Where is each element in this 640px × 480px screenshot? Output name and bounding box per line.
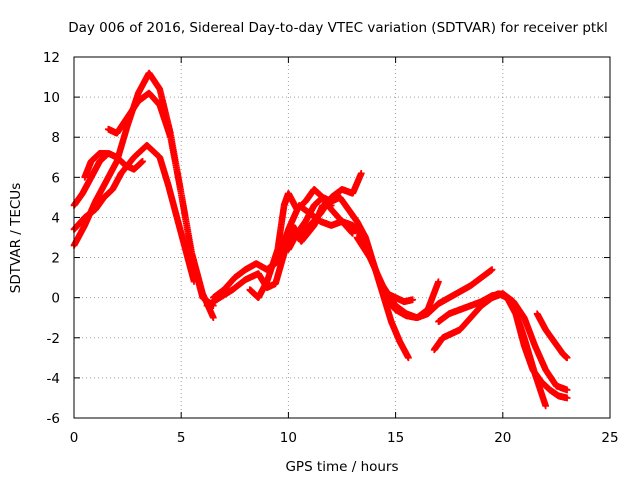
x-axis-label: GPS time / hours xyxy=(285,459,398,475)
data-point xyxy=(357,170,365,177)
y-tick-label: 2 xyxy=(51,251,60,267)
y-tick-label: 8 xyxy=(51,130,60,146)
y-tick-label: -6 xyxy=(47,411,60,427)
y-tick-label: -4 xyxy=(47,371,60,387)
data-point xyxy=(190,278,198,285)
data-point xyxy=(542,402,549,410)
x-tick-label: 25 xyxy=(601,430,618,446)
y-tick-label: 12 xyxy=(43,50,60,66)
y-tick-label: 10 xyxy=(43,90,60,106)
series-satellite-track-h xyxy=(246,186,412,362)
y-tick-label: 0 xyxy=(51,291,60,307)
data-point xyxy=(488,266,496,273)
y-tick-label: 6 xyxy=(51,170,60,186)
x-tick-label: 20 xyxy=(494,430,511,446)
data-point xyxy=(563,394,571,402)
series-satellite-track-l xyxy=(383,290,417,305)
data-point xyxy=(102,149,110,157)
data-points xyxy=(70,69,571,410)
series-satellite-track-p xyxy=(533,310,571,362)
data-point xyxy=(405,354,412,362)
data-point xyxy=(409,296,417,303)
data-point xyxy=(563,354,571,362)
data-point xyxy=(435,278,442,285)
data-point xyxy=(210,314,217,322)
x-tick-label: 5 xyxy=(177,430,186,446)
series-satellite-track-o xyxy=(486,290,571,402)
x-tick-label: 15 xyxy=(387,430,404,446)
series-satellite-track-i xyxy=(297,170,365,241)
plot-frame xyxy=(73,56,611,419)
series-satellite-track-d xyxy=(70,141,198,285)
x-tick-label: 10 xyxy=(280,430,297,446)
series-satellite-track-b xyxy=(105,89,217,309)
axis-ticks: 0 5 10 15 20 25 -6 -4 -2 0 2 4 6 8 10 12 xyxy=(43,50,619,446)
y-axis-label: SDTVAR / TECUs xyxy=(8,183,24,293)
data-point xyxy=(349,230,357,237)
y-tick-label: 4 xyxy=(51,210,60,226)
data-point xyxy=(139,157,146,165)
chart-title: Day 006 of 2016, Sidereal Day-to-day VTE… xyxy=(68,20,608,36)
data-point xyxy=(563,386,571,394)
series-satellite-track-m xyxy=(430,290,571,394)
x-tick-label: 0 xyxy=(70,430,79,446)
series-satellite-track-n xyxy=(435,290,549,410)
series-satellite-track-e xyxy=(81,149,110,181)
y-tick-label: -2 xyxy=(47,331,60,347)
series-satellite-track-k xyxy=(353,234,442,322)
